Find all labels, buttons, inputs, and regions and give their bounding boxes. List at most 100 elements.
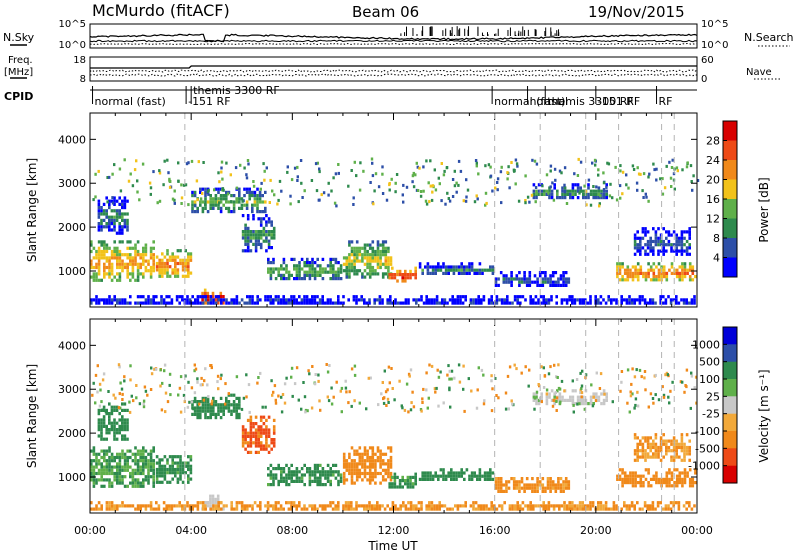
echo-cell [532, 189, 536, 193]
echo-cell [662, 227, 665, 231]
echo-cell [683, 474, 687, 478]
echo-cell [636, 390, 639, 394]
echo-cell [317, 379, 320, 383]
echo-cell [478, 477, 482, 481]
echo-cell [373, 301, 376, 305]
echo-cell [523, 271, 526, 275]
echo-cell [358, 188, 362, 192]
echo-cell [330, 189, 333, 193]
echo-cell [321, 301, 324, 305]
echo-cell [303, 261, 306, 265]
cpid-mode-label: RF [659, 95, 673, 108]
echo-cell [147, 301, 150, 305]
echo-cell [189, 271, 193, 275]
echo-cell [425, 507, 428, 511]
echo-cell [222, 403, 225, 407]
echo-cell [355, 478, 359, 482]
echo-cell [391, 475, 394, 479]
echo-cell [662, 265, 666, 269]
echo-cell [384, 256, 388, 260]
echo-cell [330, 386, 333, 390]
echo-cell [506, 298, 509, 302]
echo-cell [547, 501, 551, 505]
echo-cell [162, 501, 166, 505]
echo-cell [461, 301, 465, 305]
echo-cell [254, 246, 258, 250]
echo-cell [490, 374, 493, 378]
echo-cell [204, 298, 207, 302]
echo-cell [604, 501, 608, 505]
echo-cell [649, 477, 653, 481]
echo-cell [121, 468, 124, 472]
echo-cell [644, 477, 648, 481]
echo-cell [506, 301, 509, 305]
echo-cell [110, 262, 114, 266]
echo-cell [282, 261, 286, 265]
echo-cell [611, 196, 614, 200]
echo-cell [670, 474, 674, 478]
echo-cell [142, 452, 145, 456]
echo-cell [633, 507, 636, 511]
echo-cell [220, 298, 223, 302]
echo-cell [259, 236, 263, 240]
echo-cell [193, 194, 197, 198]
time-tick-label: 20:00 [580, 524, 612, 537]
echo-cell [214, 501, 217, 505]
echo-cell [265, 438, 268, 442]
echo-cell [103, 262, 106, 266]
echo-cell [537, 301, 540, 305]
echo-cell [682, 504, 686, 508]
echo-cell [618, 262, 622, 266]
echo-cell [641, 442, 645, 446]
echo-cell [425, 295, 428, 299]
echo-cell [286, 170, 289, 174]
echo-cell [600, 196, 603, 200]
echo-cell [505, 274, 508, 278]
echo-cell [579, 371, 582, 375]
echo-cell [251, 210, 254, 214]
echo-cell [139, 272, 142, 276]
echo-cell [353, 373, 357, 377]
scattered-echoes [92, 157, 700, 208]
echo-cell [497, 483, 500, 487]
echo-cell [184, 374, 187, 378]
echo-cell [149, 459, 153, 463]
echo-cell [209, 497, 212, 501]
echo-cell [682, 301, 686, 305]
echo-cell [389, 449, 393, 453]
echo-cell [409, 482, 412, 486]
echo-cell [248, 301, 252, 305]
echo-cell [378, 301, 382, 305]
echo-cell [549, 164, 553, 168]
echo-cell [196, 301, 200, 305]
colorbar-segment [723, 327, 737, 345]
echo-cell [452, 268, 456, 272]
echo-cell [152, 259, 155, 263]
echo-cell [184, 265, 187, 269]
echo-cell [541, 277, 545, 281]
echo-cell [683, 471, 687, 475]
echo-cell [502, 277, 506, 281]
colorbar-tick-label: -500 [695, 442, 720, 455]
echo-cell [377, 185, 381, 189]
echo-cell [102, 415, 106, 419]
echo-cell [433, 298, 436, 302]
echo-cell [429, 184, 432, 188]
echo-cell [232, 200, 236, 204]
echo-cell [194, 504, 197, 508]
echo-cell [381, 240, 385, 244]
echo-cell [551, 280, 555, 284]
echo-cell [246, 431, 250, 435]
echo-cell [402, 504, 405, 508]
echo-cell [638, 298, 642, 302]
echo-cell [532, 504, 535, 508]
echo-cell [174, 255, 177, 259]
echo-cell [512, 480, 516, 484]
echo-cell [465, 268, 469, 272]
echo-cell [182, 183, 186, 187]
echo-cell [667, 449, 671, 453]
echo-cell [123, 158, 126, 162]
echo-cell [565, 298, 569, 302]
echo-cell [428, 501, 431, 505]
echo-cell [101, 408, 104, 412]
